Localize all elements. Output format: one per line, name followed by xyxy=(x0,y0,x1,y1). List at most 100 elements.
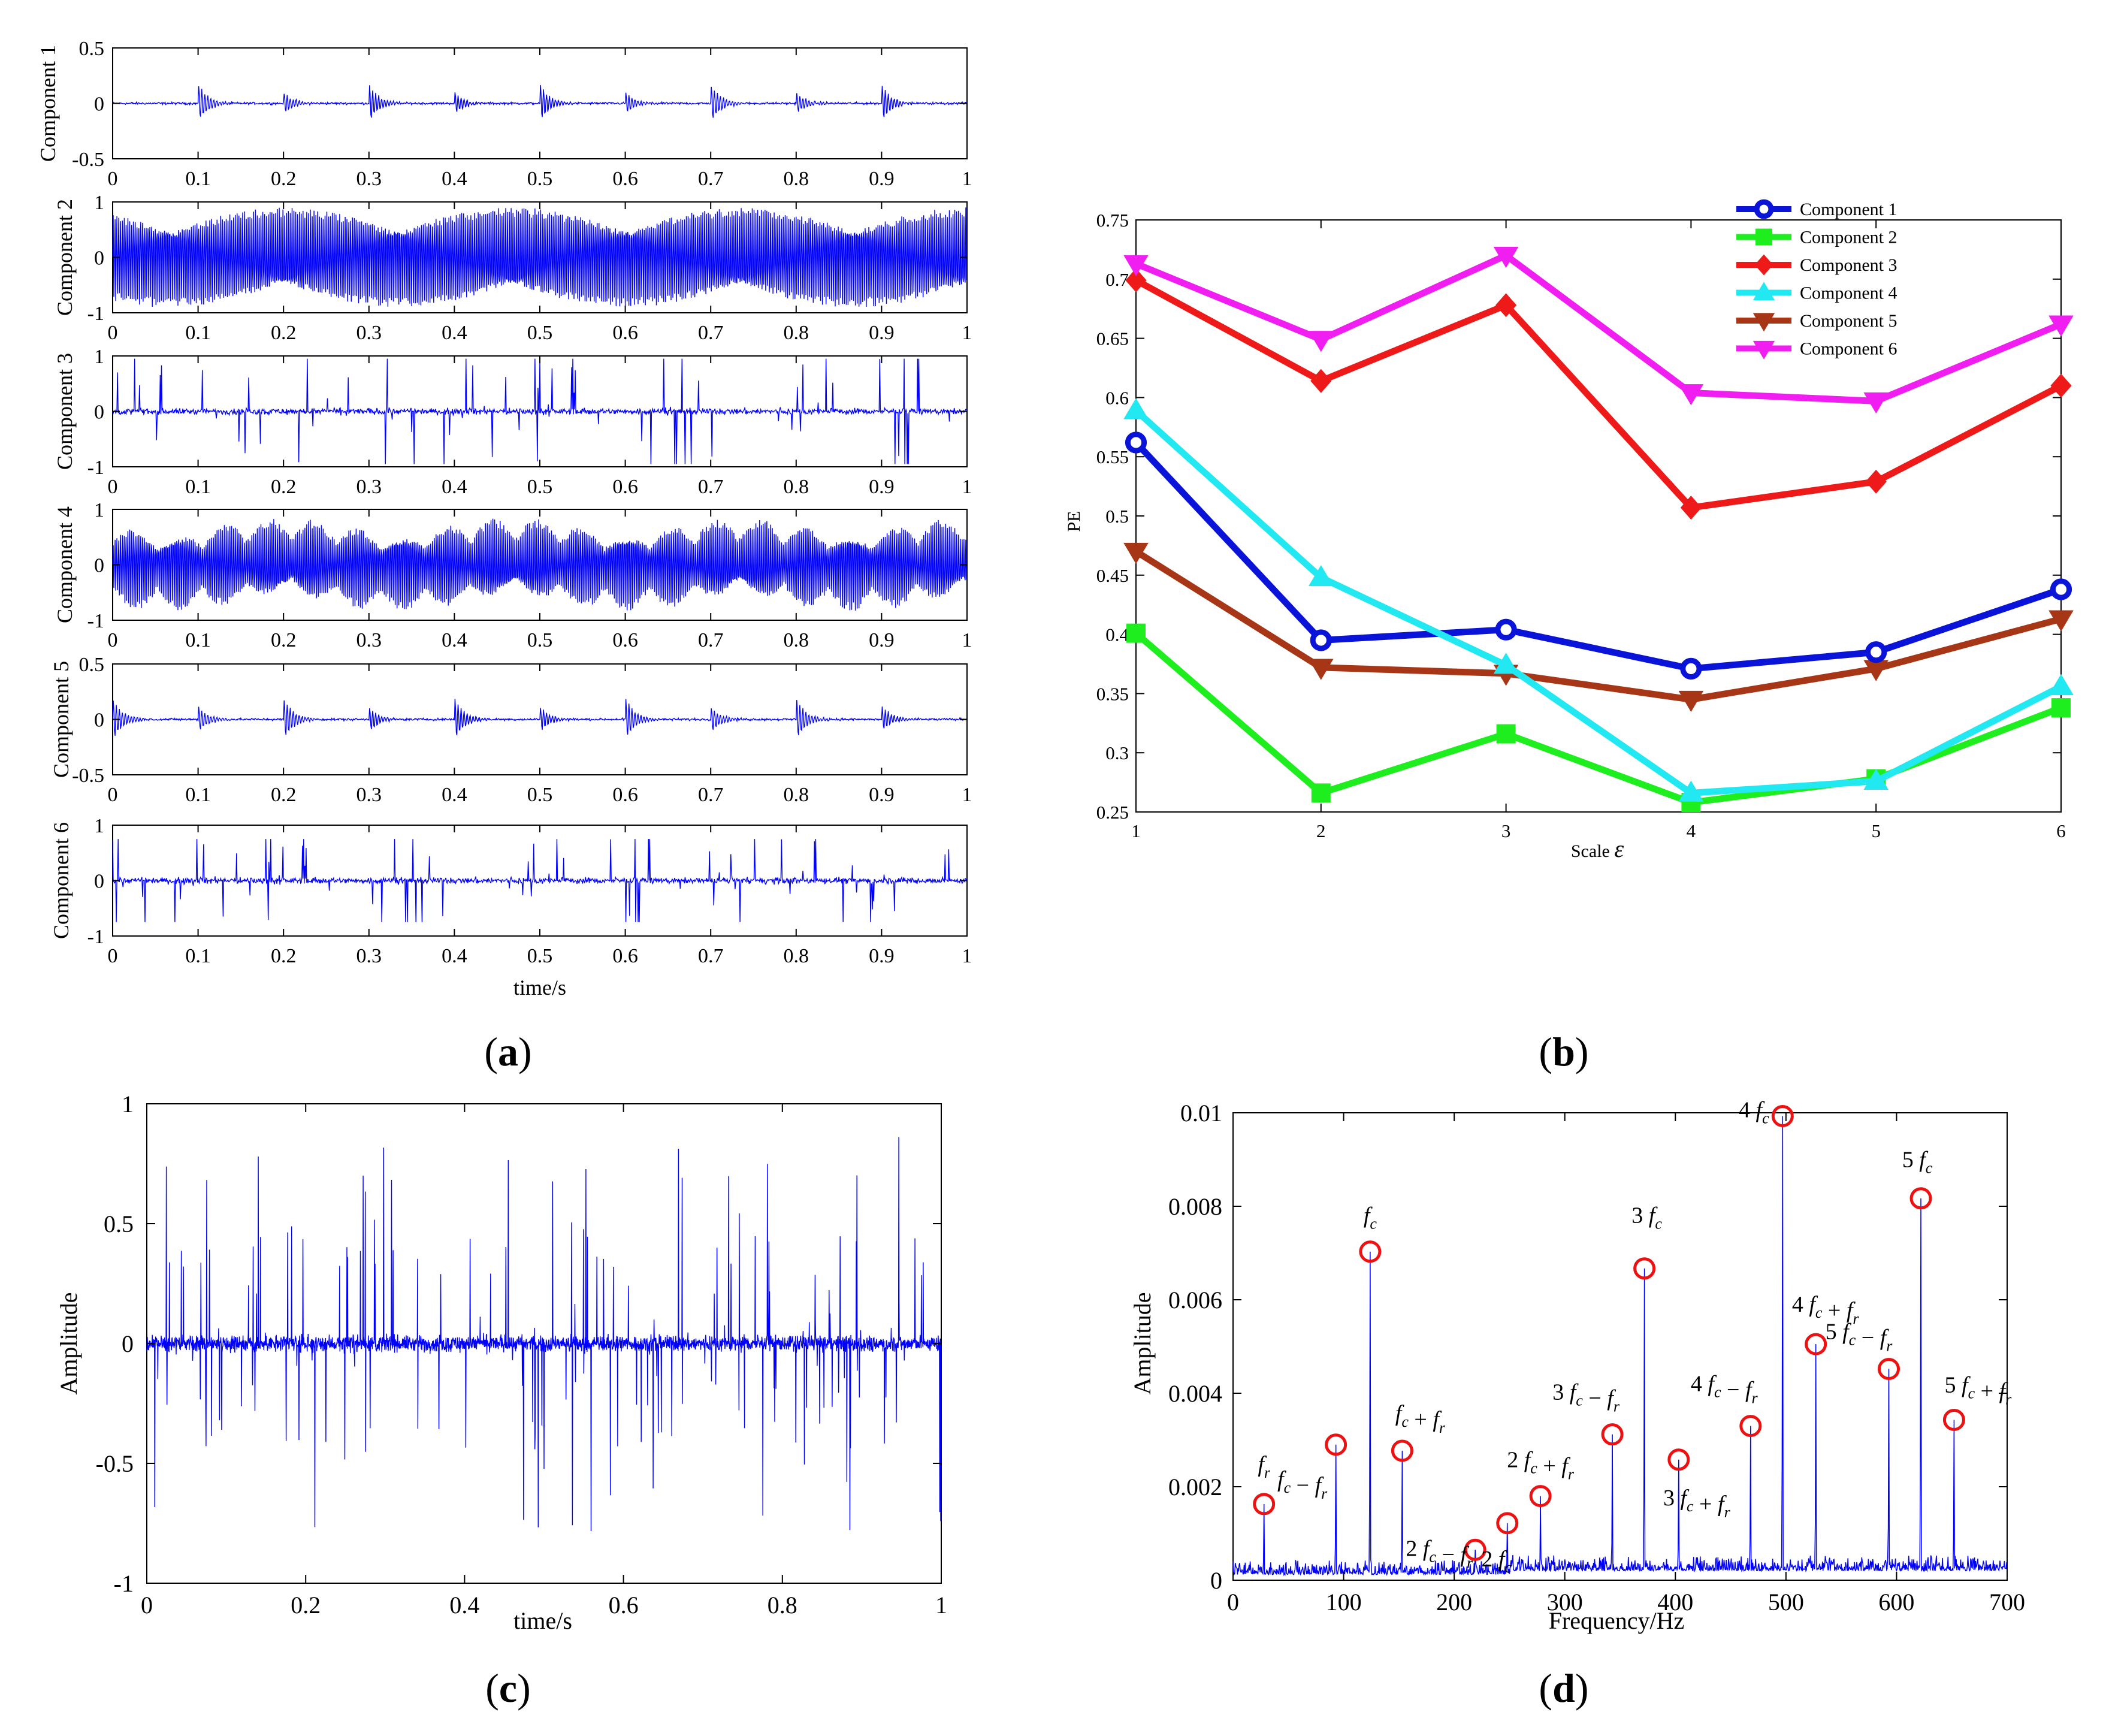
y-tick-label: 1 xyxy=(122,1091,134,1118)
series-1-point-5 xyxy=(1865,641,1887,663)
y-tick-label: 1 xyxy=(94,346,104,368)
panel-label-b: (b) xyxy=(1539,1029,1588,1074)
y-tick-label: 0.7 xyxy=(1105,269,1129,290)
panel-d-frame xyxy=(1232,1112,2008,1581)
series-2-point-2 xyxy=(1311,783,1331,803)
x-tick-label: 0.2 xyxy=(271,322,297,344)
peak-marker-14 xyxy=(1878,1357,1900,1380)
series-3-point-4 xyxy=(1680,496,1702,520)
series-4-point-3 xyxy=(1493,653,1519,674)
y-tick-label: 0.002 xyxy=(1168,1474,1222,1500)
peak-label-7: 2 fc + fr xyxy=(1507,1448,1575,1483)
x-tick-label: 0.3 xyxy=(356,322,382,344)
x-tick-label: 0.8 xyxy=(784,629,809,651)
x-tick-label: 0 xyxy=(108,476,118,498)
x-tick-label: 0.9 xyxy=(869,784,895,806)
x-tick-label: 1 xyxy=(1131,820,1141,841)
x-tick-label: 0.7 xyxy=(698,168,724,190)
x-tick-label: 0 xyxy=(1227,1589,1239,1616)
panel-b-pe-chart: 0.25 0.3 0.35 0.4 0.45 0.5 0.55 0.6 0.65 0.7 0.75 1… xyxy=(1064,199,2074,862)
x-tick-label: 0.8 xyxy=(784,476,809,498)
y-tick-label: 1 xyxy=(94,192,104,214)
x-tick-label: 0.6 xyxy=(612,476,638,498)
panel-c-signal: -1 -0.5 0 0.5 1 0 0.2 0.4 0.6 0.8 1 time/s Amplitude xyxy=(55,1091,947,1634)
component-3-label: Component 3 xyxy=(53,353,77,470)
y-tick-label: 0.55 xyxy=(1096,446,1129,467)
y-tick-label: 0.006 xyxy=(1168,1287,1222,1314)
x-tick-label: 0.6 xyxy=(612,322,638,344)
component-2-label: Component 2 xyxy=(53,199,77,316)
x-tick-label: 0 xyxy=(108,629,118,651)
x-tick-label: 700 xyxy=(1989,1589,2025,1616)
y-tick-label: 0.5 xyxy=(79,654,105,676)
series-1-point-4 xyxy=(1680,657,1702,680)
series-6-point-2 xyxy=(1309,331,1334,352)
peak-marker-10 xyxy=(1667,1448,1690,1471)
component-5-signal xyxy=(112,699,968,736)
x-tick-label: 0.8 xyxy=(768,1592,797,1619)
component-4-signal xyxy=(112,518,968,611)
panel-b-xlabel: Scale ε xyxy=(1571,835,1624,862)
y-tick-label: -0.5 xyxy=(72,149,104,171)
x-tick-label: 0.3 xyxy=(356,945,382,967)
x-tick-label: 0.1 xyxy=(185,784,211,806)
x-tick-label: 0.9 xyxy=(869,945,895,967)
x-tick-label: 400 xyxy=(1657,1589,1693,1616)
series-3-point-6 xyxy=(2050,373,2072,398)
series-3-point-5 xyxy=(1865,469,1887,494)
peak-marker-12 xyxy=(1771,1104,1794,1127)
series-1-point-2 xyxy=(1310,629,1332,651)
x-tick-label: 1 xyxy=(962,168,972,190)
x-tick-label: 0.4 xyxy=(442,784,467,806)
x-tick-label: 0.6 xyxy=(612,629,638,651)
series-5-line xyxy=(1134,548,2062,703)
series-2-point-1 xyxy=(1126,623,1146,643)
x-tick-label: 0.9 xyxy=(869,322,895,344)
peak-marker-7 xyxy=(1529,1485,1552,1508)
x-tick-label: 5 xyxy=(1871,820,1881,841)
x-tick-label: 1 xyxy=(962,945,972,967)
legend-marker-6 xyxy=(1752,340,1775,360)
x-tick-label: 1 xyxy=(962,322,972,344)
x-tick-label: 0.1 xyxy=(185,945,211,967)
peak-label-14: 5 fc − fr xyxy=(1826,1319,1893,1354)
x-tick-label: 0.6 xyxy=(609,1592,639,1619)
legend-marker-4 xyxy=(1752,282,1775,301)
panel-b-frame xyxy=(1135,219,2062,813)
y-tick-label: 0.65 xyxy=(1096,328,1129,349)
x-tick-label: 0.6 xyxy=(612,945,638,967)
y-tick-label: 0.6 xyxy=(1105,387,1129,408)
series-4-line xyxy=(1134,408,2063,796)
series-6-point-5 xyxy=(1863,392,1889,414)
x-tick-label: 0.5 xyxy=(527,168,553,190)
series-1-point-1 xyxy=(1125,431,1147,454)
y-tick-label: 0 xyxy=(122,1330,134,1357)
legend-label-4: Component 4 xyxy=(1800,283,1897,303)
y-tick-label: 0.004 xyxy=(1168,1380,1222,1407)
component-1-signal xyxy=(112,84,968,118)
x-tick-label: 3 xyxy=(1501,820,1511,841)
legend-marker-1 xyxy=(1754,199,1774,219)
series-1-point-3 xyxy=(1495,618,1517,641)
panel-label-c: (c) xyxy=(485,1665,531,1711)
panel-label-d: (d) xyxy=(1539,1665,1588,1711)
peak-label-12: 4 fc xyxy=(1739,1097,1769,1127)
y-tick-label: -0.5 xyxy=(96,1450,134,1477)
legend-label-2: Component 2 xyxy=(1800,228,1897,247)
y-tick-label: 0.45 xyxy=(1096,565,1129,586)
x-tick-label: 1 xyxy=(935,1592,947,1619)
peak-marker-15 xyxy=(1909,1187,1932,1210)
series-6-point-1 xyxy=(1123,255,1149,276)
y-tick-label: -1 xyxy=(87,303,104,325)
series-4 xyxy=(1123,398,2074,802)
y-tick-label: 1 xyxy=(94,499,104,521)
x-tick-label: 0.5 xyxy=(527,322,553,344)
x-tick-label: 6 xyxy=(2056,820,2066,841)
peak-label-6: 2 fc xyxy=(1481,1547,1512,1576)
x-tick-label: 0.3 xyxy=(356,784,382,806)
peak-marker-11 xyxy=(1739,1415,1762,1438)
legend-label-6: Component 6 xyxy=(1800,339,1897,359)
